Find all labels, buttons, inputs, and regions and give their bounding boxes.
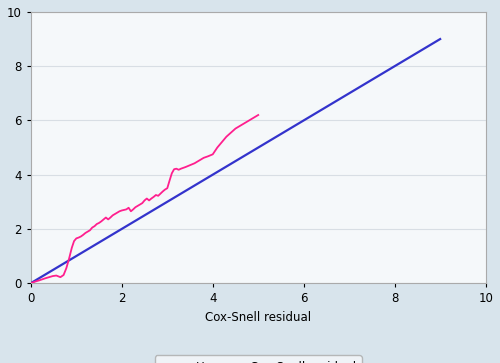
Legend: H, Cox-Snell residual: H, Cox-Snell residual <box>155 355 362 363</box>
X-axis label: Cox-Snell residual: Cox-Snell residual <box>205 311 312 324</box>
